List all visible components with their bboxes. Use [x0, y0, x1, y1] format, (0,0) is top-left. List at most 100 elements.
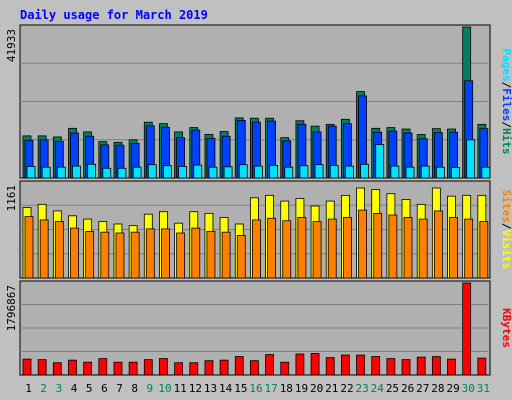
bar-pages [72, 165, 81, 179]
day-label: 2 [40, 382, 47, 395]
day-label: 25 [386, 382, 399, 395]
bar-sites [282, 220, 292, 279]
bar-sites [358, 209, 367, 279]
bar-sites [236, 235, 246, 279]
bar-sites [327, 218, 337, 279]
bar-sites [373, 212, 383, 279]
bar-kbytes [416, 356, 426, 376]
bar-kbytes [113, 361, 123, 376]
day-label: 29 [446, 382, 459, 395]
bar-pages [41, 166, 51, 179]
bar-sites [115, 232, 125, 279]
bar-sites [403, 217, 413, 279]
day-label: 18 [280, 382, 293, 395]
day-label: 20 [310, 382, 323, 395]
bar-sites [100, 231, 110, 279]
bar-kbytes [219, 359, 229, 376]
chart-title: Daily usage for March 2019 [20, 8, 208, 22]
bar-kbytes [189, 362, 199, 376]
legend-part: Sites [500, 190, 512, 223]
legend-part: Files [500, 88, 512, 121]
bar-sites [191, 227, 201, 279]
day-label: 14 [219, 382, 233, 395]
bar-kbytes [401, 359, 411, 376]
bar-kbytes [386, 358, 396, 376]
day-label: 23 [356, 382, 369, 395]
bar-kbytes [295, 353, 305, 376]
day-label: 8 [131, 382, 138, 395]
bar-kbytes [22, 358, 32, 376]
y-max-label: 41933 [5, 29, 18, 62]
bar-kbytes [37, 359, 47, 376]
bar-pages [269, 164, 278, 179]
legend-part: / [500, 82, 512, 89]
bar-sites [252, 219, 261, 279]
bar-sites [312, 221, 322, 279]
bar-kbytes [174, 362, 184, 376]
x-axis-day-labels: 1 2 3 4 5 6 7 8 9 10 11 12 13 14 15 16 17 18 19 20 21 22 23 24 2… [25, 382, 490, 395]
day-label: 19 [295, 382, 308, 395]
day-label: 5 [86, 382, 93, 395]
y-max-label: 1161 [5, 185, 18, 212]
day-label: 12 [189, 382, 202, 395]
day-label: 7 [116, 382, 123, 395]
bar-kbytes [447, 358, 456, 376]
day-label: 13 [204, 382, 217, 395]
bar-kbytes [98, 358, 108, 376]
day-label: 30 [462, 382, 475, 395]
bar-pages [405, 166, 415, 179]
y-axis-legend: Sites/Visits [500, 190, 512, 270]
bar-pages [208, 166, 218, 179]
bar-kbytes [52, 362, 62, 376]
bar-kbytes [356, 354, 365, 376]
y-axis-legend: KBytes [500, 308, 512, 348]
bar-sites [464, 218, 474, 279]
bar-kbytes [68, 359, 77, 376]
legend-part: Visits [500, 230, 512, 270]
day-label: 1 [25, 382, 32, 395]
bar-kbytes [234, 356, 244, 376]
bar-sites [342, 217, 352, 279]
bar-sites [85, 230, 95, 279]
bar-pages [132, 166, 142, 179]
legend-part: / [500, 223, 512, 230]
legend-part: KBytes [500, 308, 512, 348]
day-label: 28 [431, 382, 444, 395]
day-label: 31 [477, 382, 490, 395]
day-label: 3 [56, 382, 63, 395]
bar-kbytes [310, 353, 320, 376]
bar-pages [284, 166, 294, 179]
day-label: 17 [265, 382, 278, 395]
day-label: 24 [371, 382, 385, 395]
bar-pages [163, 165, 172, 179]
bar-pages [254, 165, 263, 179]
bar-pages [314, 164, 324, 179]
legend-part: Pages [500, 49, 512, 82]
bar-pages [451, 167, 460, 179]
day-label: 26 [401, 382, 414, 395]
day-label: 27 [416, 382, 429, 395]
y-axis-legend: Pages/Files/Hits [500, 49, 512, 155]
bar-kbytes [250, 360, 259, 376]
bar-pages [26, 166, 36, 179]
bar-sites [39, 219, 49, 279]
day-label: 6 [101, 382, 108, 395]
bar-sites [70, 227, 79, 279]
bar-kbytes [280, 361, 290, 376]
bar-kbytes [83, 361, 93, 376]
bar-kbytes [340, 354, 350, 376]
bar-sites [418, 218, 428, 279]
bar-sites [221, 231, 231, 279]
bar-pages [102, 167, 112, 179]
day-label: 9 [147, 382, 154, 395]
bar-kbytes [462, 282, 472, 376]
bar-pages [147, 164, 157, 179]
bar-sites [433, 210, 443, 279]
y-max-label: 1796867 [5, 285, 18, 331]
bar-sites [297, 217, 307, 279]
panel-kbytes: 1796867 KBytes [5, 280, 512, 376]
legend-part: Hits [500, 128, 512, 155]
